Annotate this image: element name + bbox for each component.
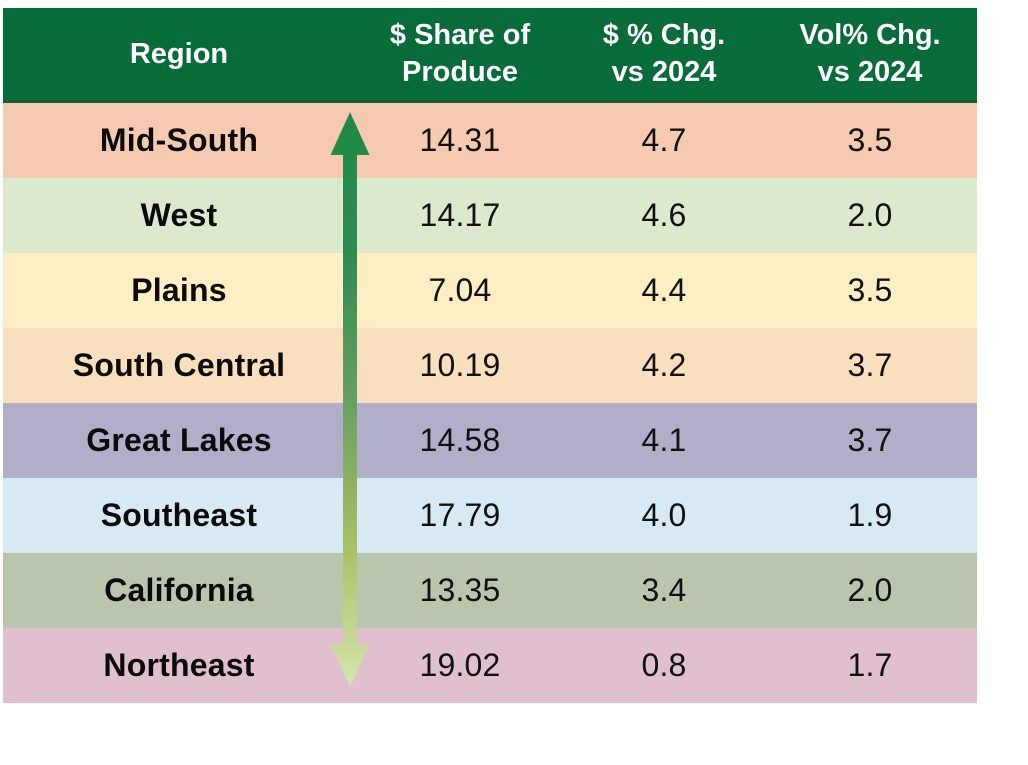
vol-chg-cell: 3.5 <box>847 122 893 158</box>
share-cell: 13.35 <box>419 572 501 608</box>
table-row-mid-south: Mid-South 14.31 4.7 3.5 <box>3 103 977 178</box>
vol-chg-cell: 3.7 <box>847 422 893 458</box>
region-cell: Mid-South <box>99 122 259 158</box>
dollar-chg-cell: 4.1 <box>641 422 687 458</box>
share-cell: 14.17 <box>419 197 501 233</box>
data-table: Region $ Share of Produce $ % Chg. vs 20… <box>3 8 977 703</box>
share-cell: 17.79 <box>419 497 501 533</box>
region-cell: Great Lakes <box>86 422 272 458</box>
share-cell: 10.19 <box>419 347 501 383</box>
table-row-south-central: South Central 10.19 4.2 3.7 <box>3 328 977 403</box>
table-row-northeast: Northeast 19.02 0.8 1.7 <box>3 628 977 703</box>
table-row-west: West 14.17 4.6 2.0 <box>3 178 977 253</box>
vol-chg-cell: 2.0 <box>847 197 893 233</box>
region-cell: California <box>104 572 254 608</box>
table-header-row: Region $ Share of Produce $ % Chg. vs 20… <box>3 8 977 103</box>
region-cell: Plains <box>131 272 227 308</box>
sort-order-gradient-arrow-icon <box>330 112 370 687</box>
share-cell: 14.58 <box>419 422 501 458</box>
dollar-chg-cell: 0.8 <box>641 647 687 683</box>
dollar-chg-cell: 4.7 <box>641 122 687 158</box>
column-header-dollar-pct-chg: $ % Chg. vs 2024 <box>602 19 726 88</box>
dollar-chg-cell: 3.4 <box>641 572 687 608</box>
table-row-southeast: Southeast 17.79 4.0 1.9 <box>3 478 977 553</box>
table-row-california: California 13.35 3.4 2.0 <box>3 553 977 628</box>
vol-chg-cell: 1.9 <box>847 497 893 533</box>
region-cell: Northeast <box>103 647 255 683</box>
vol-chg-cell: 3.7 <box>847 347 893 383</box>
share-cell: 14.31 <box>419 122 501 158</box>
share-cell: 7.04 <box>428 272 492 308</box>
vol-chg-cell: 2.0 <box>847 572 893 608</box>
column-header-share-of-produce: $ Share of Produce <box>389 19 531 88</box>
share-cell: 19.02 <box>419 647 501 683</box>
vol-chg-cell: 1.7 <box>847 647 893 683</box>
dollar-chg-cell: 4.6 <box>641 197 687 233</box>
table-row-great-lakes: Great Lakes 14.58 4.1 3.7 <box>3 403 977 478</box>
column-header-region: Region <box>129 37 229 70</box>
vol-chg-cell: 3.5 <box>847 272 893 308</box>
region-cell: Southeast <box>100 497 258 533</box>
table-row-plains: Plains 7.04 4.4 3.5 <box>3 253 977 328</box>
region-cell: West <box>140 197 218 233</box>
dollar-chg-cell: 4.4 <box>641 272 687 308</box>
dollar-chg-cell: 4.2 <box>641 347 687 383</box>
region-cell: South Central <box>72 347 286 383</box>
dollar-chg-cell: 4.0 <box>641 497 687 533</box>
column-header-vol-pct-chg: Vol% Chg. vs 2024 <box>799 19 941 88</box>
